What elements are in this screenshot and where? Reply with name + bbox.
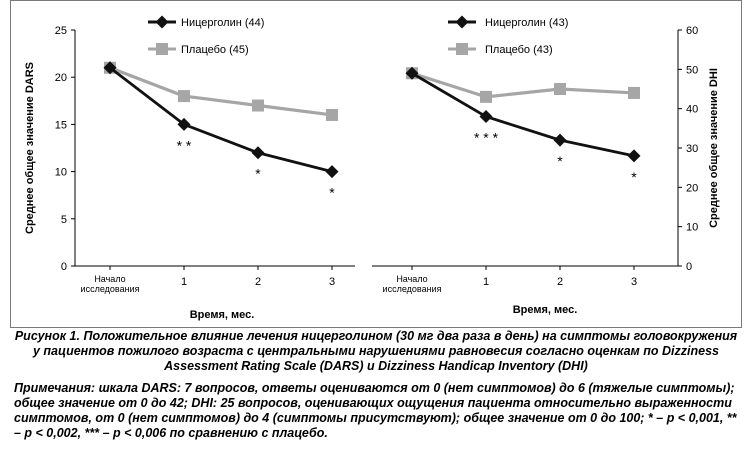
chart-1-series-line [109, 66, 333, 173]
chart-1-x-tick-label: Начало [94, 274, 125, 284]
chart-2-y-tick-label: 10 [686, 222, 698, 234]
chart-2-y-tick-label: 40 [686, 104, 698, 116]
figure-frame [10, 0, 742, 328]
chart-2-y-tick-label: 0 [686, 261, 692, 273]
chart-1-y-tick-label: 25 [55, 25, 67, 37]
chart-1-data-point [178, 90, 190, 103]
chart-2-x-tick-label: 2 [557, 276, 563, 288]
chart-2-y-tick-label: 50 [686, 64, 698, 76]
chart-1-x-axis-title: Время, мес. [190, 309, 255, 321]
chart-2-data-point [480, 90, 492, 103]
chart-2-x-tick-label: 1 [483, 276, 489, 288]
chart-2-legend-marker [456, 43, 468, 55]
chart-1-data-point [103, 61, 117, 75]
figure-notes: Примечания: шкала DARS: 7 вопросов, отве… [14, 381, 737, 440]
chart-1-x-tick-label: 3 [329, 276, 335, 288]
chart-2-x-axis-title: Время, мес. [513, 304, 578, 316]
chart-2-data-point [628, 86, 640, 99]
chart-1-y-tick-label: 0 [61, 261, 67, 273]
chart-2-significance-label: * [557, 153, 563, 169]
chart-1-y-axis-title: Среднее общее значение DARS [24, 62, 36, 234]
chart-2-series-line [411, 71, 635, 99]
chart-2-significance-label: * [631, 169, 637, 185]
chart-2-y-tick-label: 30 [686, 143, 698, 155]
chart-1-legend-marker [156, 43, 168, 55]
chart-2-y-tick-label: 20 [686, 182, 698, 194]
chart-1-y-tick-label: 20 [55, 72, 67, 84]
chart-2-y-axis-title: Среднее общее значение DHI [708, 68, 720, 228]
chart-1-legend-label: Ницерголин (44) [181, 17, 264, 29]
chart-1-data-point [251, 146, 265, 160]
chart-1-data-point [177, 117, 191, 131]
chart-2-y-tick-label: 60 [686, 25, 698, 37]
chart-2-x-tick-label: Начало [396, 274, 427, 284]
chart-1-x-tick-label: 1 [181, 276, 187, 288]
chart-2-legend-marker [455, 15, 469, 29]
chart-2-data-point [553, 133, 567, 147]
chart-1-significance-label: * [255, 166, 261, 182]
chart-1-significance-label: * [329, 185, 335, 201]
chart-2-series-line [411, 72, 635, 158]
figure-caption: Рисунок 1. Положительное влияние лечения… [14, 329, 738, 373]
chart-2-legend-label: Плацебо (43) [485, 44, 553, 56]
chart-2-data-point [554, 83, 566, 95]
chart-1-y-tick-label: 5 [61, 214, 67, 226]
chart-1-y-tick-label: 10 [55, 167, 67, 179]
chart-1-significance-label: * * [177, 137, 192, 153]
chart-1-legend-marker [155, 15, 169, 29]
chart-1-series-line [109, 66, 333, 117]
chart-2-data-point [479, 110, 493, 124]
chart-1-data-point [252, 99, 264, 112]
chart-2-x-tick-label: исследования [383, 284, 442, 294]
chart-1-y-tick-label: 15 [55, 119, 67, 131]
chart-2-x-tick-label: 3 [631, 276, 637, 288]
chart-1-data-point [325, 165, 339, 179]
chart-1-x-tick-label: 2 [255, 276, 261, 288]
chart-2-data-point [627, 149, 641, 163]
chart-2-data-point [405, 66, 419, 80]
chart-1-data-point [326, 108, 338, 121]
chart-1-legend-label: Плацебо (45) [181, 44, 249, 56]
chart-2-legend-label: Ницерголин (43) [485, 17, 568, 29]
chart-1-x-tick-label: исследования [81, 284, 140, 294]
chart-2-significance-label: * * * [474, 130, 499, 146]
